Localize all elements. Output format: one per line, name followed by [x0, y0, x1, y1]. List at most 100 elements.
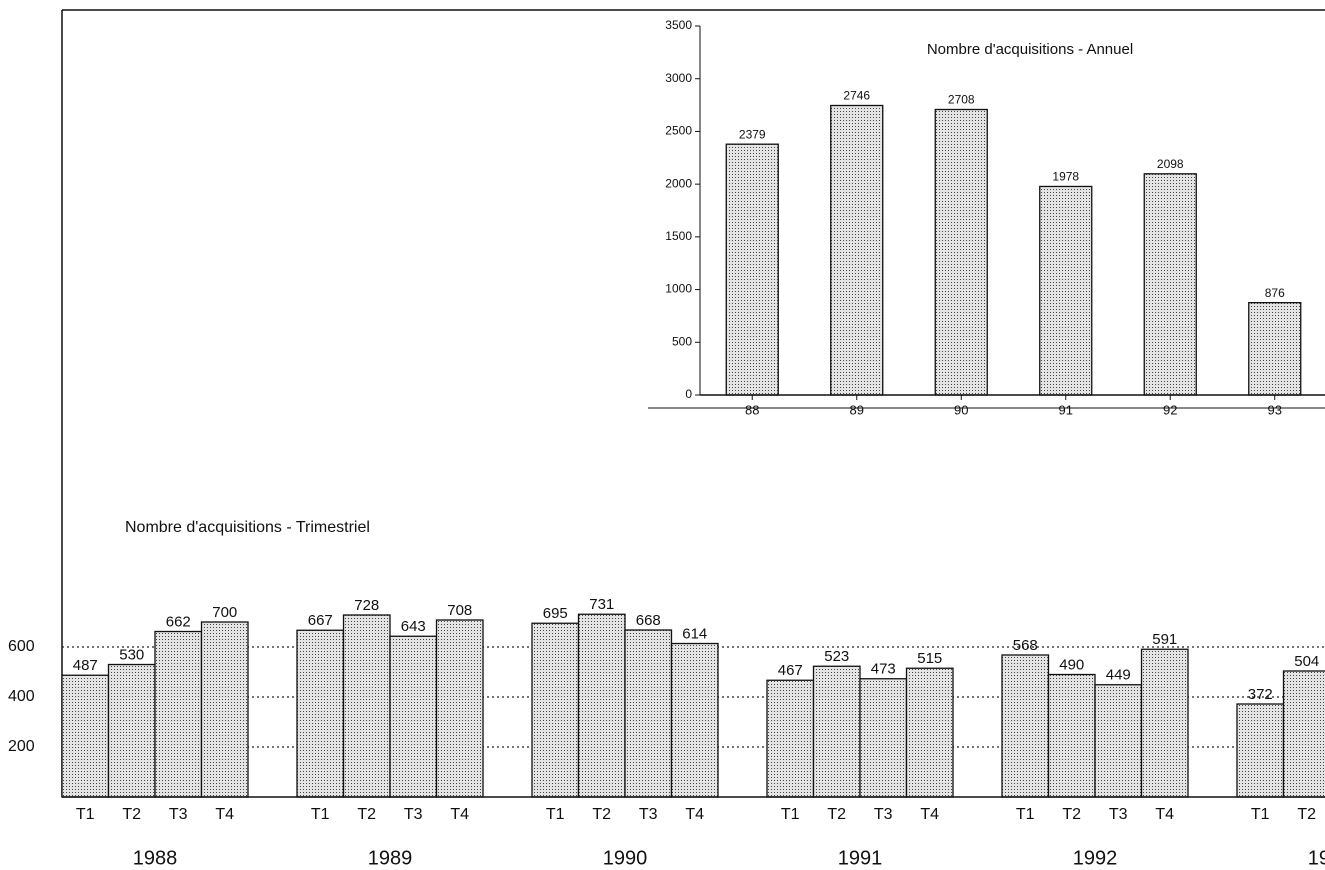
x-tick-label: T4: [1155, 806, 1174, 823]
value-label: 614: [682, 625, 707, 642]
value-label: 568: [1013, 637, 1038, 654]
chart-title: Nombre d'acquisitions - Trimestriel: [125, 519, 370, 536]
value-label: 643: [401, 618, 426, 635]
bar: [1248, 301, 1302, 396]
x-tick-label: T2: [827, 806, 846, 823]
value-label: 487: [73, 657, 98, 674]
bar: [905, 667, 954, 798]
x-tick-label: 92: [1163, 402, 1177, 417]
bar: [766, 679, 815, 798]
value-label: 473: [871, 661, 896, 678]
group-label: 1989: [368, 847, 413, 869]
value-label: 708: [447, 602, 472, 619]
bar: [624, 629, 673, 798]
y-tick-label: 3000: [665, 71, 692, 85]
group-label: 1988: [133, 847, 178, 869]
bar: [577, 613, 626, 798]
bar: [1236, 703, 1285, 798]
value-label: 731: [589, 596, 614, 613]
bar: [107, 663, 156, 798]
value-label: 504: [1294, 653, 1319, 670]
y-tick-label: 600: [8, 638, 35, 655]
y-tick-label: 200: [8, 738, 35, 755]
value-label: 668: [636, 612, 661, 629]
bar: [342, 614, 391, 798]
bar: [200, 621, 249, 798]
value-label: 2746: [843, 89, 870, 103]
y-tick-label: 3500: [665, 18, 692, 32]
group-label: 1992: [1073, 847, 1118, 869]
bar: [1001, 654, 1050, 798]
value-label: 700: [212, 604, 237, 621]
value-label: 876: [1265, 286, 1285, 300]
bar: [859, 678, 908, 798]
value-label: 2708: [948, 93, 975, 107]
bar: [1094, 684, 1143, 798]
x-tick-label: T1: [1251, 806, 1270, 823]
bar: [531, 622, 580, 798]
x-tick-label: T3: [404, 806, 423, 823]
value-label: 515: [917, 650, 942, 667]
x-tick-label: T4: [215, 806, 234, 823]
value-label: 490: [1059, 656, 1084, 673]
y-tick-label: 2000: [665, 176, 692, 190]
value-label: 662: [166, 613, 191, 630]
y-tick-label: 2500: [665, 124, 692, 138]
x-tick-label: T2: [592, 806, 611, 823]
x-tick-label: 93: [1268, 402, 1282, 417]
value-label: 1978: [1052, 170, 1079, 184]
value-label: 591: [1152, 631, 1177, 648]
x-tick-label: T1: [76, 806, 95, 823]
x-tick-label: T1: [311, 806, 330, 823]
x-tick-label: T1: [781, 806, 800, 823]
value-label: 667: [308, 612, 333, 629]
bar: [1140, 648, 1189, 798]
x-tick-label: 89: [850, 402, 864, 417]
x-tick-label: 90: [954, 402, 968, 417]
value-label: 728: [354, 597, 379, 614]
x-tick-label: T1: [1016, 806, 1035, 823]
inset-title: Nombre d'acquisitions - Annuel: [927, 41, 1133, 58]
x-tick-label: T4: [450, 806, 469, 823]
y-tick-label: 1500: [665, 229, 692, 243]
x-tick-label: T3: [1109, 806, 1128, 823]
x-tick-label: 88: [745, 402, 759, 417]
y-tick-label: 500: [672, 334, 692, 348]
bar: [1047, 673, 1096, 798]
value-label: 523: [824, 648, 849, 665]
group-label: 1993: [1308, 847, 1325, 869]
y-tick-label: 1000: [665, 282, 692, 296]
x-tick-label: 91: [1059, 402, 1073, 417]
x-tick-label: T4: [920, 806, 939, 823]
value-label: 449: [1106, 667, 1131, 684]
bar: [389, 635, 438, 798]
group-label: 1990: [603, 847, 648, 869]
x-tick-label: T2: [122, 806, 141, 823]
value-label: 530: [119, 646, 144, 663]
y-tick-label: 400: [8, 688, 35, 705]
bar: [154, 630, 203, 798]
value-label: 372: [1248, 686, 1273, 703]
bar: [296, 629, 345, 798]
x-tick-label: T3: [169, 806, 188, 823]
group-label: 1991: [838, 847, 883, 869]
x-tick-label: T3: [874, 806, 893, 823]
bar: [1039, 185, 1093, 396]
value-label: 2098: [1157, 157, 1184, 171]
x-tick-label: T2: [357, 806, 376, 823]
x-tick-label: T3: [639, 806, 658, 823]
bar: [830, 104, 884, 396]
bar: [61, 674, 110, 798]
bar: [435, 619, 484, 798]
bar: [812, 665, 861, 798]
x-tick-label: T2: [1062, 806, 1081, 823]
value-label: 467: [778, 662, 803, 679]
bar: [1282, 670, 1325, 798]
value-label: 695: [543, 605, 568, 622]
bar: [934, 108, 988, 396]
bar: [1143, 173, 1197, 396]
y-tick-label: 0: [685, 387, 692, 401]
value-label: 2379: [739, 127, 766, 141]
